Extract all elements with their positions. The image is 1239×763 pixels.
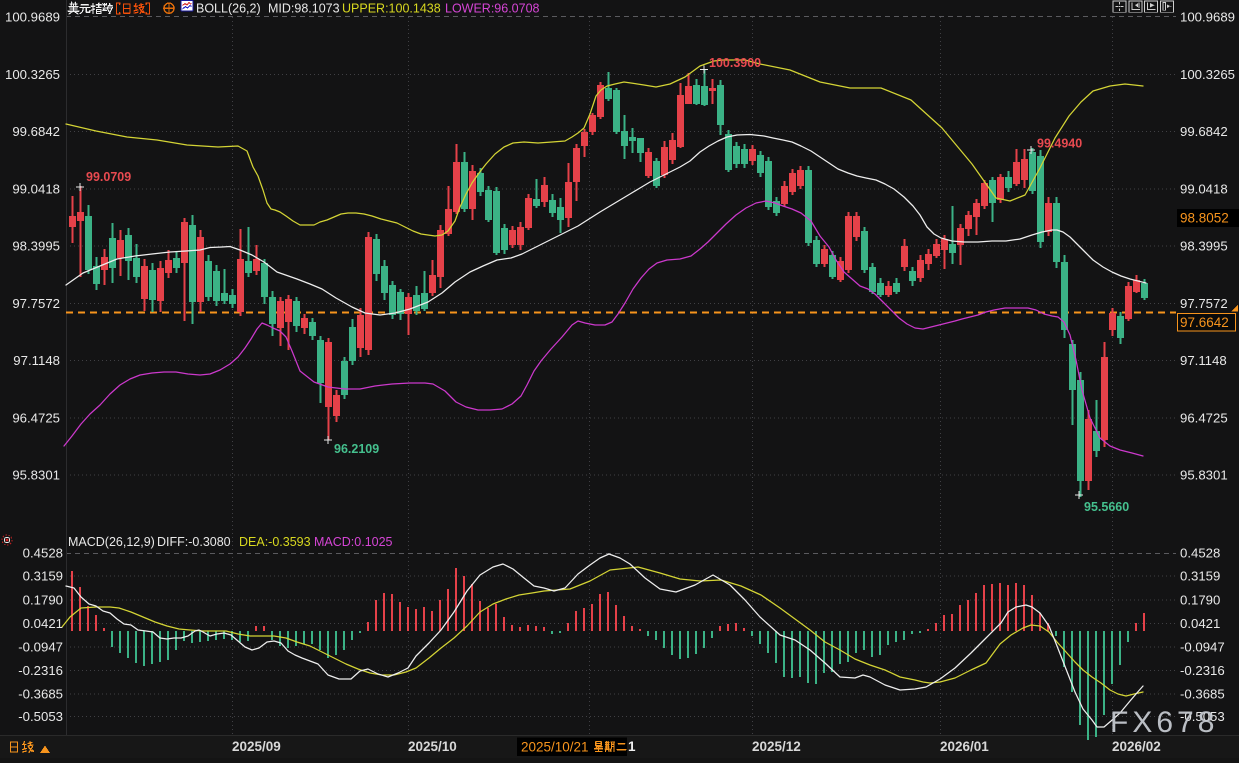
svg-text:MID:98.1073: MID:98.1073 xyxy=(268,2,340,16)
svg-text:UPPER:100.1438: UPPER:100.1438 xyxy=(342,2,441,16)
svg-text:95.8301: 95.8301 xyxy=(1180,468,1228,483)
svg-text:95.8301: 95.8301 xyxy=(12,468,60,483)
svg-text:MACD:0.1025: MACD:0.1025 xyxy=(314,535,393,549)
svg-text:1: 1 xyxy=(628,739,636,754)
svg-text:-0.2316: -0.2316 xyxy=(1180,663,1225,678)
svg-text:99.0418: 99.0418 xyxy=(12,182,60,197)
svg-text:0.3159: 0.3159 xyxy=(23,569,63,584)
svg-text:96.2109: 96.2109 xyxy=(334,442,379,456)
svg-text:-0.0947: -0.0947 xyxy=(1180,640,1225,655)
svg-text:LOWER:96.0708: LOWER:96.0708 xyxy=(445,2,540,16)
svg-text:DEA:-0.3593: DEA:-0.3593 xyxy=(239,535,311,549)
svg-text:DIFF:-0.3080: DIFF:-0.3080 xyxy=(157,535,231,549)
svg-text:100.9689: 100.9689 xyxy=(5,10,60,25)
svg-text:FX678: FX678 xyxy=(1110,706,1218,739)
svg-text:98.3995: 98.3995 xyxy=(12,239,60,254)
svg-text:95.5660: 95.5660 xyxy=(1084,500,1129,514)
svg-text:99.6842: 99.6842 xyxy=(12,124,60,139)
svg-text:100.3900: 100.3900 xyxy=(709,56,761,70)
svg-text:-0.5053: -0.5053 xyxy=(18,709,63,724)
svg-text:-0.3685: -0.3685 xyxy=(1180,687,1225,702)
svg-text:BOLL(26,2): BOLL(26,2) xyxy=(196,2,261,16)
svg-text:0.4528: 0.4528 xyxy=(1180,546,1220,561)
svg-text:2026/02: 2026/02 xyxy=(1112,739,1161,754)
svg-text:2025/10/21: 2025/10/21 xyxy=(521,740,589,755)
svg-text:0.3159: 0.3159 xyxy=(1180,569,1220,584)
svg-text:0.1790: 0.1790 xyxy=(23,593,63,608)
svg-text:99.0709: 99.0709 xyxy=(86,170,131,184)
svg-text:97.7572: 97.7572 xyxy=(1180,296,1228,311)
svg-text:100.3265: 100.3265 xyxy=(1180,67,1235,82)
svg-text:2026/01: 2026/01 xyxy=(940,739,989,754)
svg-text:97.6642: 97.6642 xyxy=(1180,315,1229,330)
svg-text:2025/09: 2025/09 xyxy=(232,739,281,754)
svg-text:99.6842: 99.6842 xyxy=(1180,124,1228,139)
svg-text:98.8052: 98.8052 xyxy=(1180,211,1229,226)
svg-text:2025/12: 2025/12 xyxy=(752,739,801,754)
svg-text:100.9689: 100.9689 xyxy=(1180,10,1235,25)
svg-text:-0.0947: -0.0947 xyxy=(18,640,63,655)
svg-text:0.0421: 0.0421 xyxy=(23,616,63,631)
svg-text:2025/10: 2025/10 xyxy=(408,739,457,754)
svg-text:96.4725: 96.4725 xyxy=(1180,411,1228,426)
svg-text:-0.2316: -0.2316 xyxy=(18,663,63,678)
svg-text:96.4725: 96.4725 xyxy=(12,411,60,426)
svg-text:0.0421: 0.0421 xyxy=(1180,616,1220,631)
svg-text:99.4940: 99.4940 xyxy=(1037,137,1082,151)
svg-text:97.7572: 97.7572 xyxy=(12,296,60,311)
svg-text:97.1148: 97.1148 xyxy=(1180,353,1227,368)
svg-text:97.1148: 97.1148 xyxy=(13,353,60,368)
svg-text:MACD(26,12,9): MACD(26,12,9) xyxy=(68,535,155,549)
svg-text:0.1790: 0.1790 xyxy=(1180,593,1220,608)
svg-text:98.3995: 98.3995 xyxy=(1180,239,1228,254)
svg-text:99.0418: 99.0418 xyxy=(1180,182,1228,197)
svg-text:-0.3685: -0.3685 xyxy=(18,687,63,702)
svg-text:0.4528: 0.4528 xyxy=(23,546,63,561)
svg-text:100.3265: 100.3265 xyxy=(5,67,60,82)
